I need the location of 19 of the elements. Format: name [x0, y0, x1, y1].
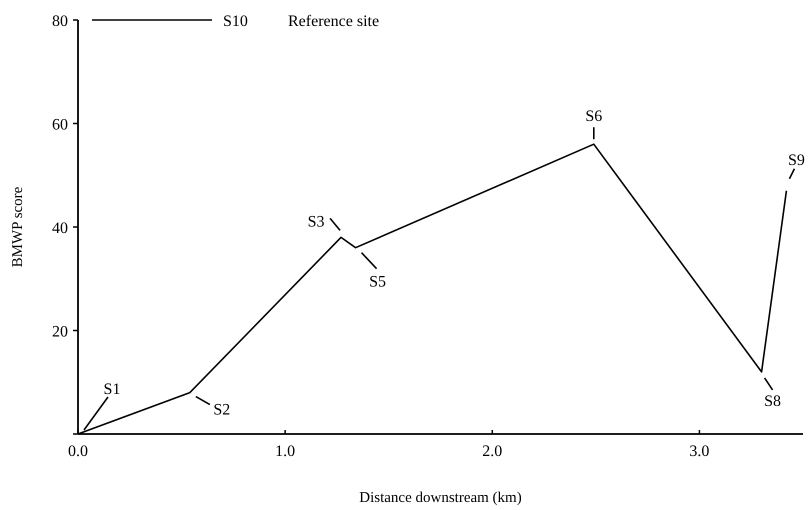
y-tick-label: 20: [52, 324, 68, 340]
y-tick-label: 60: [52, 116, 68, 134]
annotation: Reference site: [288, 13, 380, 30]
x-tick-label: 0.0: [68, 443, 88, 460]
y-tick-label: 80: [52, 13, 68, 30]
annotation: S6: [585, 108, 602, 126]
x-axis-title: Distance downstream (km): [359, 490, 522, 506]
annotation: S9: [788, 152, 805, 169]
x-tick-label: 2.0: [482, 443, 502, 460]
y-tick-label: 40: [52, 220, 68, 237]
x-tick-label: 1.0: [275, 443, 296, 460]
annotation: S3: [308, 213, 325, 230]
annotation: S5: [369, 274, 386, 291]
annotation: S1: [104, 381, 120, 398]
annotation: S8: [764, 392, 782, 410]
ref-line-label: S10: [223, 13, 248, 30]
y-axis-title: BMWP score: [10, 186, 26, 268]
x-tick-label: 3.0: [689, 443, 710, 460]
annotation: S2: [213, 402, 230, 419]
